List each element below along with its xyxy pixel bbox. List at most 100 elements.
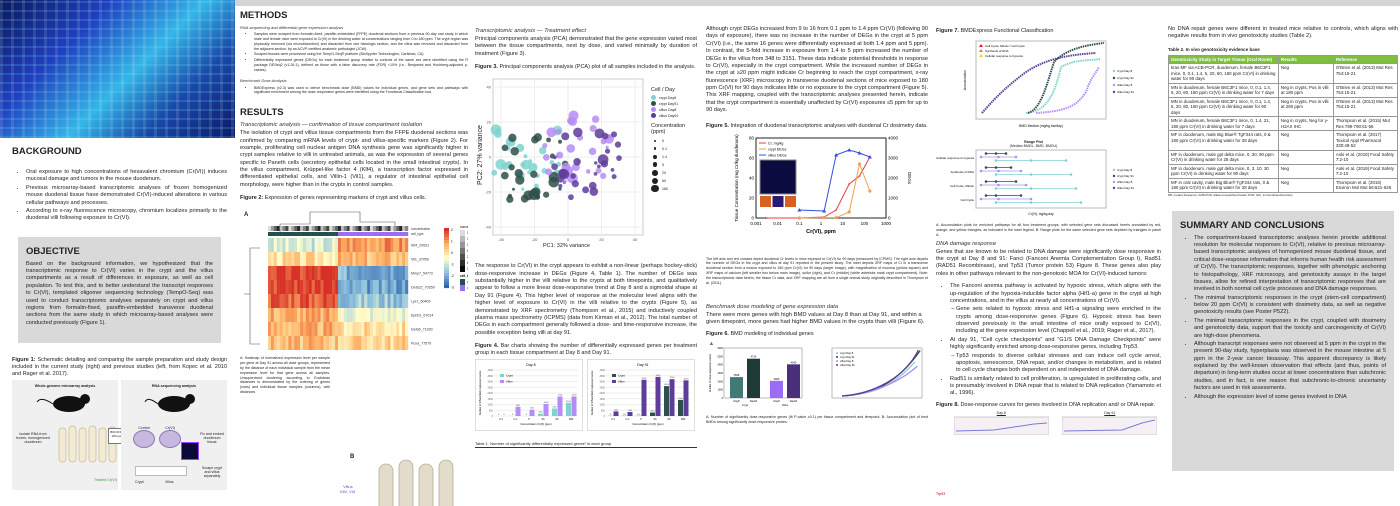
concentration-annotation-cell: [309, 226, 312, 231]
data-label: 200: [539, 412, 543, 414]
heatmap-cell: [356, 238, 359, 252]
heatmap-cell: [274, 238, 277, 252]
concentration-annotation-cell: [280, 226, 283, 231]
x-tick-label: 100: [861, 221, 869, 226]
heatmap-cell: [338, 238, 341, 252]
heatmap-cell: [341, 252, 344, 266]
y-tick-label: 1000: [717, 389, 723, 392]
heatmap-cell: [306, 322, 309, 336]
heatmap-cell: [297, 336, 300, 350]
table-cell: kras MF via ACB-PCR, duodenum, female B6…: [1169, 64, 1279, 84]
cell-type-annotation-cell: [297, 232, 300, 236]
heatmap-cell: [323, 322, 326, 336]
color-scale-cell: [444, 255, 449, 258]
cell-type-annotation-cell: [323, 232, 326, 236]
heatmap-cell: [350, 252, 353, 266]
table-cell: MN in duodenum, female B6C3F1 mice, 0, 0…: [1169, 97, 1279, 117]
cell-type-annotation-cell: [303, 232, 306, 236]
y-tick-label: -40: [485, 225, 492, 230]
y2-tick-label: 2000: [888, 175, 899, 180]
color-scale-cell: [444, 252, 449, 255]
table2-caption: Table 2. In vivo genotoxicity evidence b…: [1168, 47, 1398, 53]
gene-label: Vil1_37059: [411, 258, 429, 262]
data-label: 1400: [678, 398, 684, 400]
banner-image: [0, 0, 235, 138]
heatmap-cell: [315, 336, 318, 350]
concentration-annotation-cell: [405, 226, 408, 231]
heatmap-cell: [353, 308, 356, 322]
y2-tick-label: 3000: [888, 155, 899, 160]
heatmap-cell: [402, 308, 405, 322]
figure6-note: A: Number of significantly dose-responsi…: [706, 415, 928, 425]
range-point: [1070, 173, 1073, 176]
heatmap-cell: [323, 336, 326, 350]
dose-response-text: The response to Cr(VI) in the crypt appe…: [475, 263, 697, 337]
heatmap-cell: [315, 322, 318, 336]
heatmap-cell: [271, 266, 274, 280]
heatmap-cell: [268, 280, 271, 294]
concentration-annotation-cell: [382, 226, 385, 231]
color-scale-label: -1: [451, 263, 454, 267]
pca-point: [508, 134, 516, 142]
heatmap-cell: [388, 280, 391, 294]
table-cell: Neg: [1278, 150, 1333, 164]
color-scale-cell: [444, 270, 449, 273]
y-tick-label: -20: [485, 190, 492, 195]
heatmap-cell: [306, 280, 309, 294]
pca-point: [573, 158, 581, 166]
heatmap-cell: [283, 294, 286, 308]
color-scale-label: -3: [451, 286, 454, 290]
concentration-annotation-cell: [303, 226, 306, 231]
heatmap-cell: [332, 238, 335, 252]
summary-heading: SUMMARY AND CONCLUSIONS: [1180, 220, 1386, 231]
heatmap: Klf4_29531Vil1_37059Mmp7_54772Defa22_703…: [240, 204, 468, 354]
range-row-label: Cellular response to hypoxia: [936, 156, 974, 160]
pca-point: [611, 168, 615, 172]
range-point: [997, 184, 1000, 187]
cell-type-annotation-cell: [300, 232, 303, 236]
heatmap-cell: [391, 336, 394, 350]
cell-type-annotation-cell: [350, 232, 353, 236]
data-label: 550: [530, 408, 534, 410]
heatmap-cell: [364, 322, 367, 336]
heatmap-cell: [399, 252, 402, 266]
pca-point: [601, 160, 608, 167]
heatmap-cell: [335, 266, 338, 280]
heatmap-cell: [329, 280, 332, 294]
heatmap-cell: [388, 252, 391, 266]
range-point: [997, 156, 1000, 159]
heatmap-cell: [358, 294, 361, 308]
xrf-inset-main: [760, 160, 796, 194]
legend-swatch: [460, 260, 465, 266]
heatmap-cell: [338, 308, 341, 322]
background-list: Oral exposure to high concentrations of …: [12, 169, 227, 223]
heatmap-cell: [393, 252, 396, 266]
range-point: [1080, 201, 1083, 204]
heatmap-cell: [402, 266, 405, 280]
crypt-marker: [835, 216, 838, 219]
y-tick-label: 2000: [717, 380, 723, 383]
heatmap-cell: [388, 322, 391, 336]
table-cell: MF in duodenum, male gpt delta mice, 0, …: [1169, 150, 1279, 164]
cell-type-annotation-cell: [306, 232, 309, 236]
pca-point: [551, 164, 558, 171]
heatmap-cell: [393, 238, 396, 252]
xrf-inset-small: [760, 196, 771, 207]
x-tick-label: 1.4: [513, 417, 517, 421]
heatmap-cell: [391, 294, 394, 308]
concentration-annotation-cell: [341, 226, 344, 231]
heatmap-cell: [358, 280, 361, 294]
concentration-annotation-cell: [312, 226, 315, 231]
heatmap-cell: [332, 280, 335, 294]
heatmap-cell: [391, 308, 394, 322]
legend-label: Cell Cycle, Mitotic / Cell Cycle: [985, 44, 1025, 48]
pca-y-label: PC2: 27% variance: [477, 122, 485, 188]
bar: [730, 377, 743, 398]
heatmap-cell: [323, 308, 326, 322]
pca-point: [594, 161, 597, 164]
heatmap-cell: [367, 294, 370, 308]
heatmap-cell: [321, 280, 324, 294]
color-scale-label: 2: [451, 228, 453, 232]
legend-item: villus Day91: [651, 113, 691, 118]
legend-label: 20: [467, 255, 468, 259]
